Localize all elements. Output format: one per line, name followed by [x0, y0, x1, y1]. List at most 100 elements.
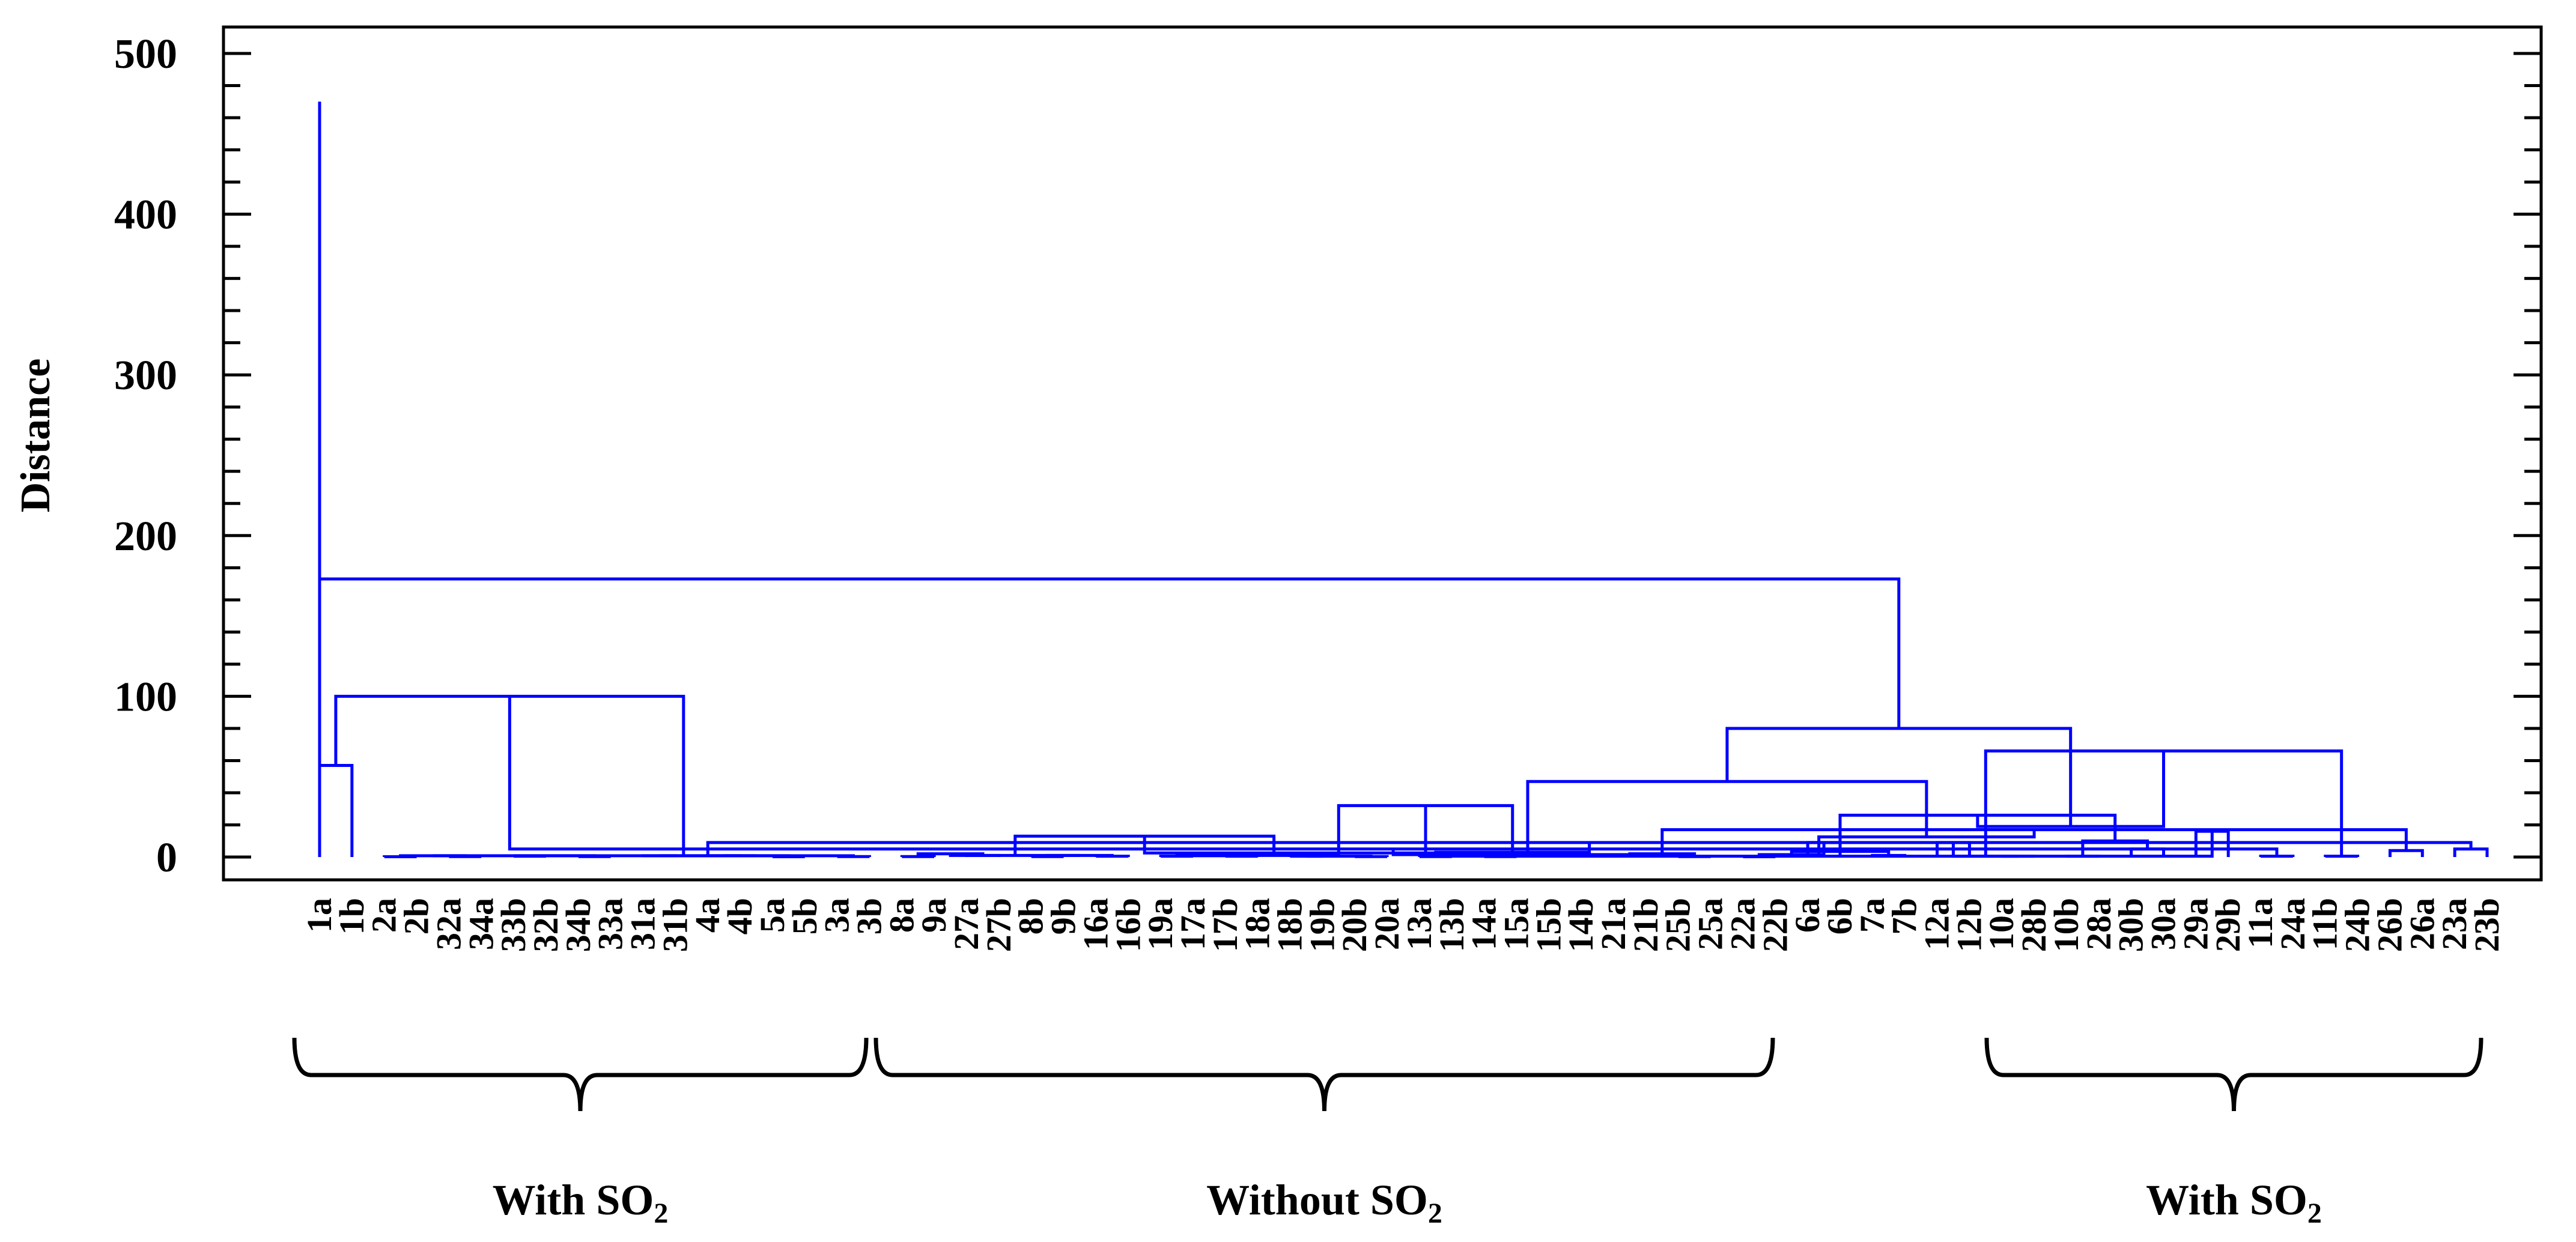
leaf-label: 17a — [1173, 898, 1212, 950]
leaf-label: 23b — [2467, 898, 2506, 952]
leaf-label: 13b — [1432, 898, 1471, 952]
leaf-label: 2a — [365, 898, 404, 933]
leaf-label: 26b — [2370, 898, 2409, 952]
leaf-label: 6a — [1788, 898, 1827, 933]
leaf-label: 8b — [1012, 898, 1051, 935]
y-tick-label: 400 — [114, 192, 177, 238]
leaf-label: 29b — [2208, 898, 2247, 952]
leaf-label: 17b — [1206, 898, 1245, 952]
leaf-label: 12b — [1949, 898, 1988, 952]
leaf-label: 32b — [526, 898, 565, 952]
leaf-label: 14b — [1561, 898, 1600, 952]
y-tick-label: 0 — [156, 835, 177, 881]
leaf-label: 16a — [1076, 898, 1115, 950]
y-axis-title: Distance — [13, 359, 59, 513]
leaf-label: 27b — [979, 898, 1018, 952]
dendrogram-link — [1208, 853, 1340, 857]
group-bracket — [1984, 1037, 2483, 1112]
group-label: Without SO2 — [1206, 1176, 1442, 1229]
dendrogram-link — [1838, 813, 2117, 852]
y-tick-label: 300 — [114, 353, 177, 399]
dendrogram-link — [1526, 780, 1928, 855]
leaf-label: 28b — [2014, 898, 2053, 952]
dendrogram-link — [2388, 849, 2424, 857]
group-bracket — [873, 1037, 1775, 1112]
leaf-label: 22a — [1723, 898, 1762, 950]
leaf-label: 11b — [2306, 898, 2345, 950]
leaf-label: 4a — [688, 898, 727, 933]
leaf-label: 8a — [882, 898, 921, 933]
leaf-label: 33b — [494, 898, 533, 952]
leaf-label: 18b — [1271, 898, 1310, 952]
leaf-label: 4b — [720, 898, 759, 935]
leaf-label: 9a — [914, 898, 953, 933]
leaf-label: 32a — [429, 898, 468, 950]
dendrogram-link — [318, 763, 354, 857]
leaf-label: 16b — [1108, 898, 1147, 952]
plot-frame — [222, 25, 2543, 882]
dendrogram-link — [2453, 847, 2489, 857]
leaf-label: 23a — [2435, 898, 2474, 950]
dendrogram-link — [2324, 855, 2360, 858]
leaf-label: 30a — [2143, 898, 2183, 950]
leaf-label: 13a — [1400, 898, 1439, 950]
leaf-label: 21b — [1626, 898, 1665, 952]
dendrogram-link — [949, 853, 1080, 857]
leaf-label: 15b — [1529, 898, 1568, 952]
leaf-label: 29a — [2176, 898, 2215, 950]
leaf-label: 34b — [559, 898, 598, 952]
leaf-label: 31b — [655, 898, 694, 952]
leaf-labels: 1a1b2a2b32a34a33b32b34b33a31a31b4a4b5a5b… — [300, 898, 2506, 952]
leaf-label: 5b — [785, 898, 824, 935]
leaf-label: 33a — [591, 898, 630, 950]
leaf-label: 7a — [1853, 898, 1892, 933]
leaf-label: 7b — [1885, 898, 1924, 935]
leaf-label: 25b — [1659, 898, 1698, 952]
leaf-label: 1a — [300, 898, 339, 933]
group-label: With SO2 — [2146, 1176, 2322, 1229]
dendrogram-link — [1725, 727, 2073, 827]
leaf-label: 24b — [2338, 898, 2377, 952]
y-tick-label: 200 — [114, 513, 177, 560]
dendrogram-link — [2194, 829, 2230, 857]
leaf-label: 2b — [397, 898, 436, 935]
leaf-label: 21a — [1594, 898, 1633, 950]
dendrogram-links — [318, 101, 2489, 858]
leaf-label: 20a — [1367, 898, 1406, 950]
dendrogram-link — [1976, 751, 2165, 828]
group-bracket — [292, 1037, 869, 1112]
leaf-label: 19b — [1302, 898, 1341, 952]
y-axis: 0 100 200 300 400 500 — [114, 31, 2541, 881]
leaf-label: 31a — [624, 898, 663, 950]
leaf-label: 18a — [1238, 898, 1277, 950]
group-brackets: With SO2 Without SO2 With SO2 — [292, 1037, 2483, 1229]
leaf-label: 20b — [1335, 898, 1374, 952]
y-tick-label: 100 — [114, 674, 177, 720]
leaf-label: 12a — [1918, 898, 1957, 950]
leaf-label: 5a — [753, 898, 792, 933]
leaf-label: 14a — [1465, 898, 1504, 950]
leaf-label: 3b — [849, 898, 889, 935]
leaf-label: 10a — [1982, 898, 2021, 950]
leaf-label: 11a — [2241, 898, 2280, 948]
leaf-label: 6b — [1820, 898, 1859, 935]
leaf-label: 28a — [2079, 898, 2118, 950]
leaf-label: 9b — [1044, 898, 1083, 935]
leaf-label: 3a — [818, 898, 857, 933]
leaf-label: 1b — [332, 898, 371, 935]
leaf-label: 24a — [2273, 898, 2312, 950]
dendrogram-link — [1391, 849, 1664, 856]
dendrogram-link — [1013, 834, 1276, 856]
leaf-label: 30b — [2112, 898, 2151, 952]
leaf-label: 10b — [2047, 898, 2086, 952]
group-label: With SO2 — [493, 1176, 669, 1229]
leaf-label: 19a — [1141, 898, 1180, 950]
y-tick-label: 500 — [114, 31, 177, 77]
leaf-label: 25a — [1691, 898, 1730, 950]
dendrogram-link — [318, 577, 1901, 857]
leaf-label: 27a — [947, 898, 986, 950]
dendrogram-link — [1984, 749, 2344, 856]
dendrogram-link — [2259, 855, 2295, 858]
dendrogram-link — [508, 696, 2279, 856]
